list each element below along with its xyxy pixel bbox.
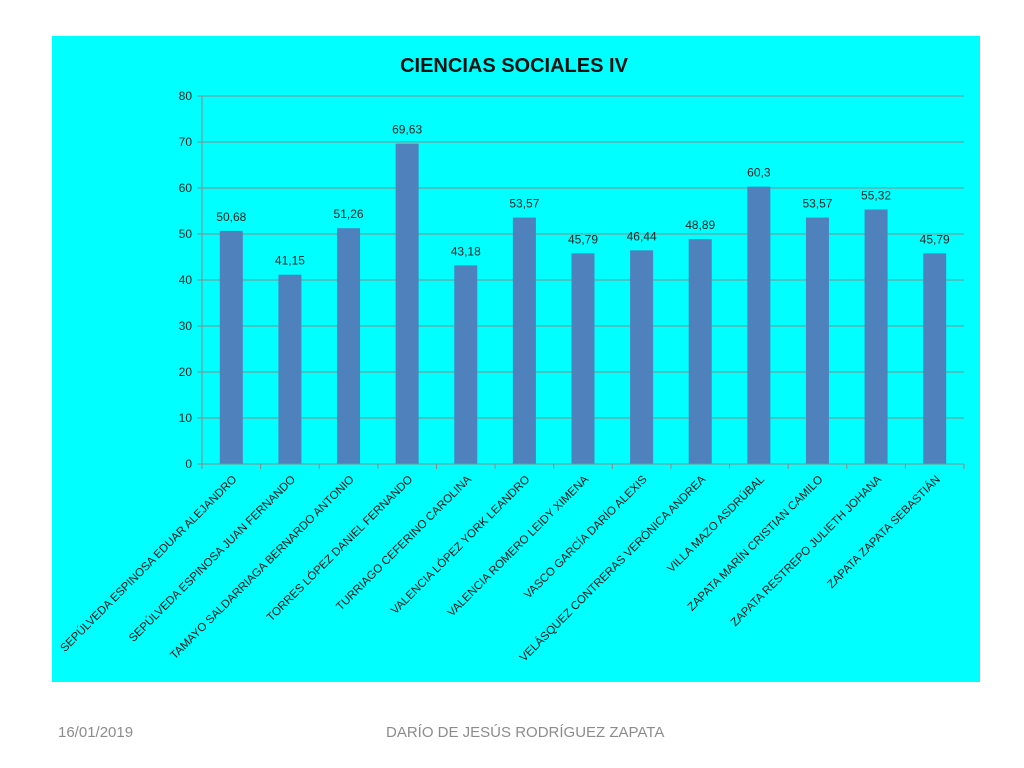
bar bbox=[805, 217, 829, 464]
bar bbox=[864, 209, 888, 464]
footer-author: DARÍO DE JESÚS RODRÍGUEZ ZAPATA bbox=[386, 724, 665, 741]
data-label: 43,18 bbox=[451, 244, 481, 258]
bar bbox=[512, 217, 536, 464]
y-tick-label: 10 bbox=[179, 411, 193, 425]
bar bbox=[571, 253, 595, 464]
bar bbox=[747, 186, 771, 464]
y-tick-label: 40 bbox=[179, 273, 193, 287]
data-label: 45,79 bbox=[920, 232, 950, 246]
data-label: 50,68 bbox=[216, 210, 246, 224]
bar bbox=[454, 265, 478, 464]
y-tick-label: 20 bbox=[179, 365, 193, 379]
data-label: 41,15 bbox=[275, 254, 305, 268]
data-label: 69,63 bbox=[392, 123, 422, 137]
data-label: 55,32 bbox=[861, 189, 891, 203]
bar bbox=[630, 250, 654, 464]
data-label: 60,3 bbox=[747, 166, 771, 180]
chart-title: CIENCIAS SOCIALES IV bbox=[400, 55, 628, 77]
data-label: 48,89 bbox=[685, 218, 715, 232]
data-label: 53,57 bbox=[802, 197, 832, 211]
x-tick-label: ZAPATA ZAPATA SEBASTIÁN bbox=[825, 473, 943, 591]
y-axis-tick-labels: 0 10 20 30 40 50 60 70 80 bbox=[179, 89, 193, 471]
y-tick-label: 80 bbox=[179, 89, 193, 103]
y-tick-label: 60 bbox=[179, 181, 193, 195]
bar bbox=[923, 253, 947, 464]
x-tick-label: ZAPATA MARÍN CRISTIAN CAMILO bbox=[685, 473, 826, 614]
chart-panel: CIENCIAS SOCIALES IV 0 10 20 30 40 50 60 70 80 5… bbox=[52, 36, 980, 682]
data-label: 53,57 bbox=[509, 197, 539, 211]
bar bbox=[219, 230, 243, 464]
bar bbox=[337, 228, 361, 464]
data-label: 51,26 bbox=[334, 207, 364, 221]
y-tick-label: 30 bbox=[179, 319, 193, 333]
bar bbox=[395, 143, 419, 464]
data-labels: 50,68 41,15 51,26 69,63 43,18 53,57 45,79 46,44… bbox=[216, 123, 950, 268]
x-tick-label: VASCO GARCÍA DARÍO ALEXIS bbox=[521, 473, 650, 602]
bar bbox=[278, 274, 302, 464]
y-tick-label: 50 bbox=[179, 227, 193, 241]
bar bbox=[688, 239, 712, 464]
bar-chart: CIENCIAS SOCIALES IV 0 10 20 30 40 50 60 70 80 5… bbox=[58, 55, 965, 665]
x-tick-label: VILLA MAZO ASDRÚBAL bbox=[665, 473, 768, 576]
footer-date: 16/01/2019 bbox=[58, 724, 134, 741]
axes bbox=[197, 95, 965, 469]
x-axis-tick-labels: SEPÚLVEDA ESPINOSA EDUAR ALEJANDROSEPÚLV… bbox=[58, 473, 943, 665]
bars bbox=[219, 143, 947, 464]
y-tick-label: 70 bbox=[179, 135, 193, 149]
y-tick-label: 0 bbox=[185, 457, 192, 471]
data-label: 45,79 bbox=[568, 232, 598, 246]
data-label: 46,44 bbox=[627, 229, 657, 243]
